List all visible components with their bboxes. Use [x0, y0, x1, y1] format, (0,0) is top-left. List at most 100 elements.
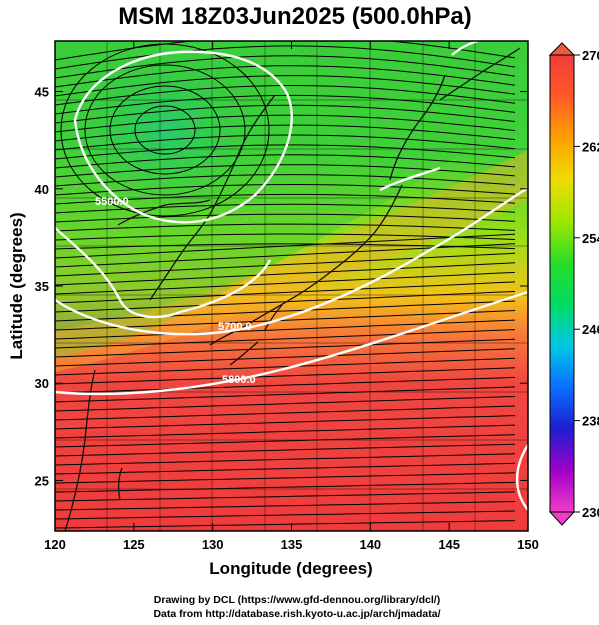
plot-area: 5500.0 5700.0 5800.0 [55, 41, 528, 531]
streamline [55, 94, 516, 115]
x-tick-label: 130 [202, 537, 224, 552]
contour-5600 [379, 166, 441, 192]
streamline [55, 45, 516, 70]
contour-5500-loop [73, 50, 293, 224]
streamline [55, 443, 516, 457]
low-circulation-ring [60, 43, 270, 217]
colorbar-tick-label: 270 [582, 48, 599, 63]
x-axis-label: Longitude (degrees) [209, 559, 372, 578]
x-tick-label: 120 [44, 537, 66, 552]
lat-lon-grid [55, 41, 528, 531]
y-tick-label: 40 [35, 182, 49, 197]
streamline [55, 386, 516, 403]
contour-label-5500: 5500.0 [95, 196, 129, 208]
streamline [55, 415, 516, 430]
x-axis-ticks: 120 125 130 135 140 145 150 [44, 41, 539, 552]
streamline [55, 520, 516, 529]
colorbar-tick-label: 230 [582, 505, 599, 520]
streamline [55, 262, 516, 286]
colorbar-tick-label: 246 [582, 322, 599, 337]
streamline [55, 243, 516, 268]
streamline [55, 300, 516, 322]
streamline [55, 154, 516, 169]
shikoku-coast [264, 304, 283, 331]
wind-streamlines [55, 41, 516, 529]
taiwan-coast [118, 467, 123, 501]
contour-5500 [55, 227, 272, 319]
x-tick-label: 145 [438, 537, 460, 552]
streamline [55, 134, 516, 151]
streamline [55, 329, 516, 349]
streamline [55, 164, 516, 178]
low-circulation-ring [84, 64, 246, 196]
streamline [55, 55, 516, 79]
streamline [55, 174, 516, 187]
credit-data: Data from http://database.rish.kyoto-u.a… [153, 608, 440, 620]
colorbar: 230 238 246 254 262 270 [548, 42, 599, 526]
streamline [55, 75, 516, 97]
hokkaido-coast [439, 47, 521, 101]
low-circulation-ring [134, 105, 196, 155]
streamline [55, 65, 516, 88]
credit-drawing: Drawing by DCL (https://www.gfd-dennou.o… [154, 594, 440, 606]
streamline [55, 114, 516, 133]
low-circulation-ring [109, 85, 221, 175]
streamline [55, 310, 516, 331]
streamline [55, 472, 516, 484]
colorbar-bar [549, 54, 575, 513]
streamline [55, 348, 516, 367]
china-coast [117, 199, 211, 226]
x-tick-label: 140 [359, 537, 381, 552]
streamline [55, 453, 516, 466]
streamline [55, 367, 516, 385]
low-pressure-center [55, 41, 275, 225]
streamline [55, 405, 516, 421]
streamline [55, 104, 516, 124]
contour-labels: 5500.0 5700.0 5800.0 [95, 196, 256, 386]
colorbar-top-arrow [548, 42, 576, 56]
tohoku-coast [389, 74, 446, 181]
colorbar-ticks: 230 238 246 254 262 270 [574, 48, 599, 520]
x-tick-label: 150 [517, 537, 539, 552]
streamline [55, 183, 516, 196]
y-tick-label: 45 [35, 85, 49, 100]
streamline [55, 357, 516, 376]
streamline [55, 223, 516, 232]
height-contours [55, 41, 528, 511]
colorbar-tick-label: 254 [582, 231, 599, 246]
streamline [55, 252, 516, 277]
streamline [55, 319, 516, 340]
streamline [55, 144, 516, 160]
contour-label-5700: 5700.0 [218, 321, 252, 333]
streamline [55, 501, 516, 511]
mainland-coast [64, 369, 96, 531]
streamline [55, 481, 516, 493]
streamline [55, 233, 516, 241]
colorbar-tick-label: 262 [582, 139, 599, 154]
honshu-coast [209, 184, 403, 346]
contour-label-5800: 5800.0 [222, 374, 256, 386]
streamline [55, 124, 516, 142]
chart-title: MSM 18Z03Jun2025 (500.0hPa) [118, 3, 472, 30]
streamline [55, 434, 516, 448]
y-tick-label: 35 [35, 279, 49, 294]
y-tick-label: 25 [35, 473, 49, 488]
y-axis-ticks: 25 30 35 40 45 [35, 85, 528, 488]
streamline [55, 510, 516, 520]
warm-front-band [55, 150, 528, 372]
x-tick-label: 135 [281, 537, 303, 552]
y-axis-label: Latitude (degrees) [7, 212, 26, 359]
korea-coast [149, 94, 276, 301]
streamline [55, 271, 516, 295]
streamline [55, 424, 516, 439]
streamline [55, 396, 516, 412]
streamline [55, 193, 516, 205]
x-tick-label: 125 [123, 537, 145, 552]
streamline [55, 281, 516, 304]
coastlines [64, 47, 521, 531]
colorbar-tick-label: 238 [582, 414, 599, 429]
colorbar-bottom-arrow [548, 511, 576, 526]
kyushu-coast [229, 341, 259, 366]
streamline [55, 338, 516, 358]
